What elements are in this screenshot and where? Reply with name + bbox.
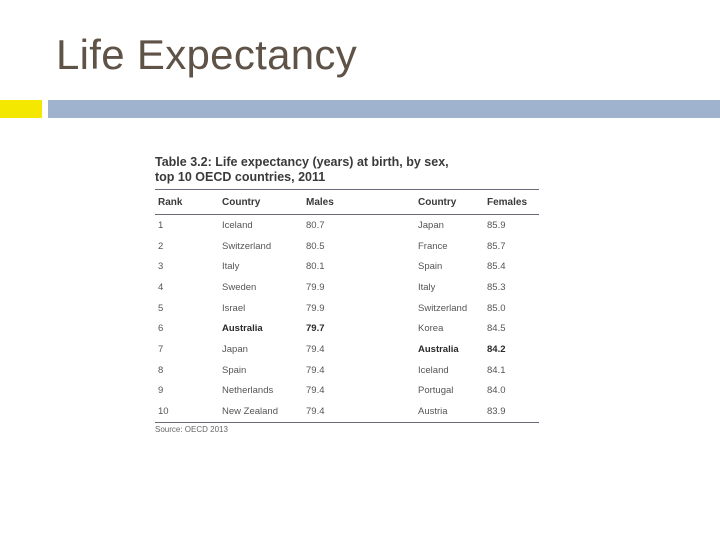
male-value-cell: 79.9 <box>306 302 325 314</box>
male-country-cell: New Zealand <box>222 406 278 418</box>
header-rank: Rank <box>155 190 219 215</box>
table-figure: Table 3.2: Life expectancy (years) at bi… <box>155 155 539 434</box>
table-row: 7 Japan 79.4 Australia 84.2 <box>155 339 539 360</box>
table-row: 1 Iceland 80.7 Japan 85.9 <box>155 215 539 236</box>
header-males: Males <box>303 190 415 215</box>
male-value-cell: 79.9 <box>306 281 325 293</box>
male-country-cell: Sweden <box>222 281 257 293</box>
rank-cell: 3 <box>158 261 164 273</box>
rank-cell: 4 <box>158 281 164 293</box>
female-value-cell: 84.5 <box>487 323 506 335</box>
male-value-cell: 80.7 <box>306 219 325 231</box>
table-row: 6 Australia 79.7 Korea 84.5 <box>155 318 539 339</box>
rank-cell: 5 <box>158 302 164 314</box>
rank-cell: 9 <box>158 385 164 397</box>
table-row: 5 Israel 79.9 Switzerland 85.0 <box>155 298 539 319</box>
male-country-cell: Italy <box>222 261 240 273</box>
table-row: 2 Switzerland 80.5 France 85.7 <box>155 236 539 257</box>
male-country-cell: Iceland <box>222 219 253 231</box>
male-value-cell: 80.5 <box>306 240 325 252</box>
rank-cell: 1 <box>158 219 164 231</box>
header-country-males: Country <box>219 190 303 215</box>
male-country-cell: Spain <box>222 364 247 376</box>
rank-cell: 10 <box>158 406 169 418</box>
female-value-cell: 84.2 <box>487 343 506 355</box>
female-value-cell: 85.4 <box>487 261 506 273</box>
female-value-cell: 85.9 <box>487 219 506 231</box>
accent-bar <box>48 100 720 118</box>
female-country-cell: Iceland <box>418 364 449 376</box>
male-value-cell: 79.4 <box>306 406 325 418</box>
female-value-cell: 84.1 <box>487 364 506 376</box>
male-country-cell: Japan <box>222 343 248 355</box>
female-value-cell: 85.0 <box>487 302 506 314</box>
table-body: 1 Iceland 80.7 Japan 85.9 2 Switzerland 80.5 Fr… <box>155 215 539 422</box>
table-caption: Table 3.2: Life expectancy (years) at bi… <box>155 155 455 185</box>
female-country-cell: Australia <box>418 343 459 355</box>
rank-cell: 2 <box>158 240 164 252</box>
male-country-cell: Netherlands <box>222 385 274 397</box>
male-value-cell: 79.4 <box>306 364 325 376</box>
table-caption-line-1: Table 3.2: Life expectancy (years) at bi… <box>155 155 449 169</box>
female-value-cell: 84.0 <box>487 385 506 397</box>
rank-cell: 6 <box>158 323 164 335</box>
accent-square <box>0 100 42 118</box>
table-row: 3 Italy 80.1 Spain 85.4 <box>155 256 539 277</box>
female-country-cell: Portugal <box>418 385 454 397</box>
table-top-rule <box>155 189 539 190</box>
table-header-row: Rank Country Males Country Females <box>155 190 539 215</box>
female-country-cell: Spain <box>418 261 443 273</box>
female-value-cell: 83.9 <box>487 406 506 418</box>
female-country-cell: Japan <box>418 219 444 231</box>
female-country-cell: Korea <box>418 323 444 335</box>
female-country-cell: France <box>418 240 448 252</box>
male-country-cell: Israel <box>222 302 246 314</box>
female-value-cell: 85.3 <box>487 281 506 293</box>
header-country-females: Country <box>415 190 484 215</box>
table-bottom-rule <box>155 421 539 423</box>
male-value-cell: 80.1 <box>306 261 325 273</box>
table-row: 4 Sweden 79.9 Italy 85.3 <box>155 277 539 298</box>
table-row: 9 Netherlands 79.4 Portugal 84.0 <box>155 381 539 402</box>
female-country-cell: Austria <box>418 406 448 418</box>
female-value-cell: 85.7 <box>487 240 506 252</box>
rank-cell: 7 <box>158 343 164 355</box>
female-country-cell: Switzerland <box>418 302 468 314</box>
male-country-cell: Switzerland <box>222 240 272 252</box>
table-row: 8 Spain 79.4 Iceland 84.1 <box>155 360 539 381</box>
table-row: 10 New Zealand 79.4 Austria 83.9 <box>155 401 539 422</box>
table-caption-line-2: top 10 OECD countries, 2011 <box>155 170 326 184</box>
male-value-cell: 79.7 <box>306 323 325 335</box>
male-value-cell: 79.4 <box>306 385 325 397</box>
life-expectancy-table: Rank Country Males Country Females 1 Icel… <box>155 190 539 422</box>
male-value-cell: 79.4 <box>306 343 325 355</box>
male-country-cell: Australia <box>222 323 263 335</box>
rank-cell: 8 <box>158 364 164 376</box>
slide-title: Life Expectancy <box>56 31 358 78</box>
female-country-cell: Italy <box>418 281 436 293</box>
header-females: Females <box>484 190 539 215</box>
table-source: Source: OECD 2013 <box>155 424 228 434</box>
